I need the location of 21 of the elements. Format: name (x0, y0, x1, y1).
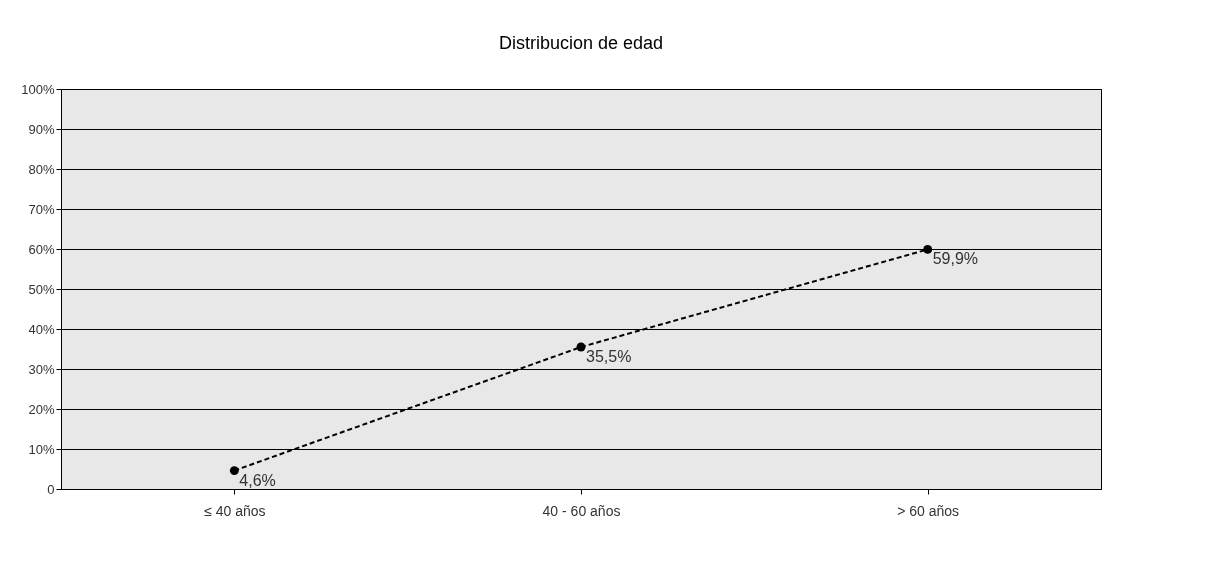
chart-title: Distribucion de edad (498, 33, 664, 53)
x-tick-label: > 60 años (897, 502, 960, 519)
y-tick-label: 40% (28, 321, 55, 337)
y-tick-label: 70% (28, 201, 55, 217)
point (576, 342, 586, 352)
data-label: 4,6% (239, 471, 276, 489)
y-tick-label: 100% (21, 81, 55, 97)
y-tick-label: 50% (28, 281, 55, 297)
y-tick-label: 0 (47, 481, 55, 497)
y-tick-label: 30% (28, 361, 55, 377)
data-label: 59,9% (932, 250, 979, 268)
y-tick-label: 80% (28, 161, 55, 177)
data-label: 35,5% (586, 348, 632, 365)
y-tick-label: 20% (28, 401, 55, 417)
y-tick-label: 60% (28, 241, 55, 257)
point (923, 244, 933, 254)
x-tick-label: 40 - 60 años (542, 502, 621, 519)
y-tick-label: 90% (28, 121, 55, 137)
x-tick-label: ≤ 40 años (204, 502, 266, 519)
point (229, 466, 239, 476)
y-tick-label: 10% (28, 441, 55, 457)
